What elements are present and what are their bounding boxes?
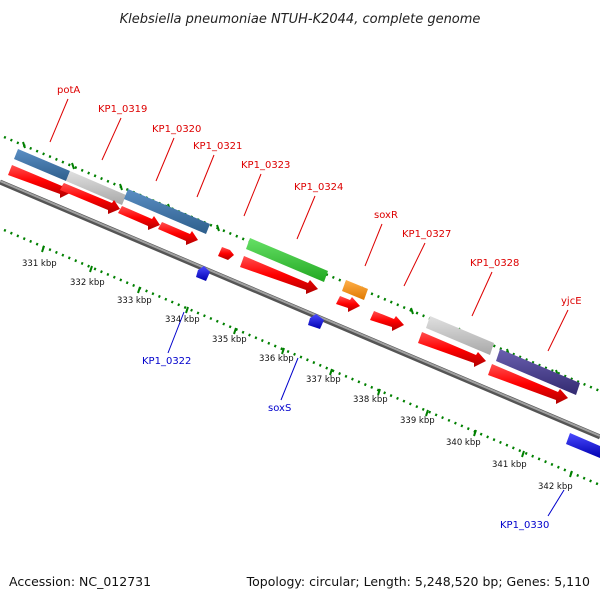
label-KP1_0319[interactable]: KP1_0319 xyxy=(98,104,147,115)
gene-KP1_0327-box[interactable] xyxy=(426,316,494,355)
kbp-label: 335 kbp xyxy=(212,335,247,345)
cds-arrow-3[interactable] xyxy=(118,206,160,230)
inner-dotted-ruler xyxy=(3,228,600,487)
cds-arrow-5[interactable] xyxy=(218,247,234,260)
cds-arrow-6[interactable] xyxy=(240,256,318,294)
inner-ruler-ticks xyxy=(41,245,573,478)
kbp-label: 341 kbp xyxy=(492,460,527,470)
accession-text: Accession: NC_012731 xyxy=(9,574,151,589)
label-KP1_0323[interactable]: KP1_0323 xyxy=(241,160,290,171)
kbp-label: 337 kbp xyxy=(306,375,341,385)
gene-KP1_0330-box[interactable] xyxy=(566,433,600,458)
kbp-label: 339 kbp xyxy=(400,416,435,426)
cds-arrow-1[interactable] xyxy=(8,165,72,198)
gene-track-forward xyxy=(14,149,580,395)
cds-arrow-9[interactable] xyxy=(418,332,486,367)
kbp-label: 340 kbp xyxy=(446,438,481,448)
genome-backbone xyxy=(0,179,600,440)
label-potA[interactable]: potA xyxy=(57,85,80,96)
gene-KP1_0322-box[interactable] xyxy=(196,266,210,281)
gene-soxS-box[interactable] xyxy=(308,314,324,329)
label-KP1_0324[interactable]: KP1_0324 xyxy=(294,182,343,193)
kbp-label: 336 kbp xyxy=(259,354,294,364)
kbp-label: 333 kbp xyxy=(117,296,152,306)
cds-arrow-7[interactable] xyxy=(336,296,360,312)
cds-arrow-8[interactable] xyxy=(370,311,404,331)
label-KP1_0322[interactable]: KP1_0322 xyxy=(142,356,191,367)
kbp-label: 331 kbp xyxy=(22,259,57,269)
kbp-scale-labels: 331 kbp 332 kbp 333 kbp 334 kbp 335 kbp … xyxy=(22,259,573,492)
reverse-gene-labels: KP1_0322 soxS KP1_0330 xyxy=(142,356,549,531)
gene-yjcE-box[interactable] xyxy=(496,349,580,395)
label-KP1_0327[interactable]: KP1_0327 xyxy=(402,229,451,240)
label-soxR[interactable]: soxR xyxy=(374,210,398,221)
label-KP1_0321[interactable]: KP1_0321 xyxy=(193,141,242,152)
gene-KP1_0323-box[interactable] xyxy=(246,238,328,282)
topology-text: Topology: circular; Length: 5,248,520 bp… xyxy=(246,574,590,589)
cds-track-forward xyxy=(8,165,568,404)
forward-gene-labels: potA KP1_0319 KP1_0320 KP1_0321 KP1_0323… xyxy=(57,85,582,307)
gene-potA-box[interactable] xyxy=(14,149,70,181)
label-KP1_0330[interactable]: KP1_0330 xyxy=(500,520,549,531)
gene-KP1_0319-box[interactable] xyxy=(66,171,126,205)
cds-arrow-4[interactable] xyxy=(158,222,198,245)
kbp-label: 342 kbp xyxy=(538,482,573,492)
map-title: Klebsiella pneumoniae NTUH-K2044, comple… xyxy=(120,12,481,27)
label-yjcE[interactable]: yjcE xyxy=(561,296,582,307)
kbp-label: 338 kbp xyxy=(353,395,388,405)
kbp-label: 332 kbp xyxy=(70,278,105,288)
gene-track-reverse xyxy=(196,266,600,458)
label-KP1_0320[interactable]: KP1_0320 xyxy=(152,124,201,135)
reverse-label-leaders xyxy=(167,311,565,517)
gene-soxR-box[interactable] xyxy=(342,280,368,300)
cds-arrow-2[interactable] xyxy=(60,183,120,214)
label-soxS[interactable]: soxS xyxy=(268,403,291,414)
label-KP1_0328[interactable]: KP1_0328 xyxy=(470,258,519,269)
forward-label-leaders xyxy=(49,98,569,352)
cds-arrow-10[interactable] xyxy=(488,364,568,404)
gene-KP1_0320-box[interactable] xyxy=(124,189,210,234)
kbp-label: 334 kbp xyxy=(165,315,200,325)
